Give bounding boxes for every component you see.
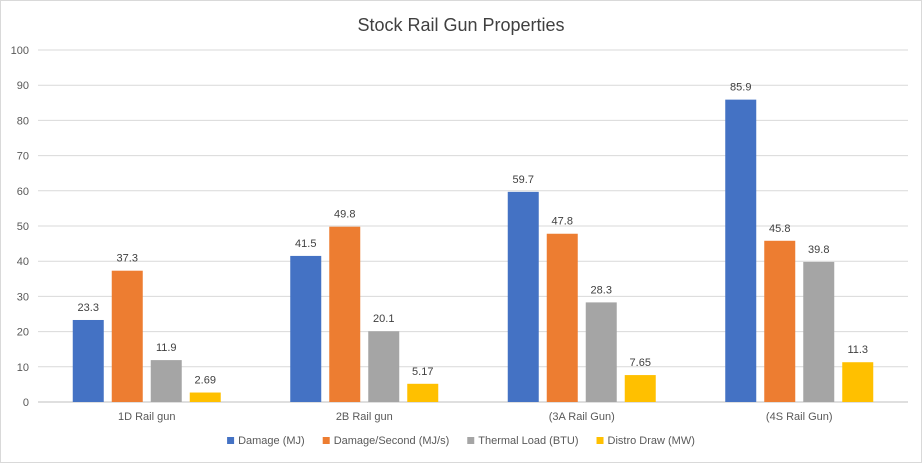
data-label: 49.8 xyxy=(334,209,355,221)
bars xyxy=(72,99,874,403)
bar xyxy=(111,270,143,402)
legend-swatch xyxy=(227,437,235,444)
bar xyxy=(329,226,361,402)
data-label: 2.69 xyxy=(195,375,216,387)
data-label: 85.9 xyxy=(730,82,751,94)
data-label: 45.8 xyxy=(769,223,790,235)
legend-label: Distro Draw (MW) xyxy=(608,435,695,447)
bar xyxy=(546,233,578,402)
data-label: 7.65 xyxy=(630,357,651,369)
legend-label: Thermal Load (BTU) xyxy=(478,435,578,447)
bar xyxy=(407,383,439,402)
bar xyxy=(764,240,796,402)
x-tick-label: (4S Rail Gun) xyxy=(766,411,833,423)
y-tick-label: 50 xyxy=(17,221,29,233)
bar xyxy=(189,392,221,402)
gridlines xyxy=(38,49,908,403)
x-axis-ticks: 1D Rail gun 2B Rail gun (3A Rail Gun) (4S R… xyxy=(118,411,833,423)
bar xyxy=(290,255,322,402)
x-tick-label: 2B Rail gun xyxy=(336,411,393,423)
legend-label: Damage (MJ) xyxy=(238,435,305,447)
bar xyxy=(150,360,182,402)
data-label: 37.3 xyxy=(117,253,138,265)
chart-title: Stock Rail Gun Properties xyxy=(357,15,564,35)
bar xyxy=(368,331,400,402)
legend-swatch xyxy=(467,437,475,444)
bar xyxy=(624,375,656,402)
legend-label: Damage/Second (MJ/s) xyxy=(334,435,450,447)
x-tick-label: (3A Rail Gun) xyxy=(549,411,615,423)
bar xyxy=(585,302,617,402)
legend-swatch xyxy=(322,437,330,444)
data-label: 20.1 xyxy=(373,313,394,325)
y-tick-label: 60 xyxy=(17,186,29,198)
y-tick-label: 90 xyxy=(17,80,29,92)
bar xyxy=(507,191,539,402)
bar xyxy=(725,99,757,403)
bar xyxy=(72,319,104,402)
data-label: 5.17 xyxy=(412,366,433,378)
legend-swatch xyxy=(596,437,604,444)
data-label: 47.8 xyxy=(552,216,573,228)
y-tick-label: 30 xyxy=(17,291,29,303)
bar xyxy=(842,362,874,402)
data-labels: 23.3 37.3 11.9 2.69 41.5 49.8 20.1 5.17 59.7 47.8… xyxy=(78,82,869,387)
data-label: 11.9 xyxy=(156,342,177,354)
data-label: 23.3 xyxy=(78,302,99,314)
data-label: 11.3 xyxy=(847,344,868,356)
y-tick-label: 40 xyxy=(17,256,29,268)
y-axis-ticks: 0 10 20 30 40 50 60 70 80 90 100 xyxy=(11,45,29,409)
y-tick-label: 70 xyxy=(17,151,29,163)
y-tick-label: 80 xyxy=(17,115,29,127)
data-label: 39.8 xyxy=(808,244,829,256)
bar xyxy=(803,261,835,402)
y-tick-label: 100 xyxy=(11,45,29,57)
legend: Damage (MJ) Damage/Second (MJ/s) Thermal L… xyxy=(227,435,695,447)
y-tick-label: 0 xyxy=(23,397,29,409)
data-label: 59.7 xyxy=(513,174,534,186)
y-tick-label: 10 xyxy=(17,362,29,374)
data-label: 41.5 xyxy=(295,238,316,250)
x-tick-label: 1D Rail gun xyxy=(118,411,175,423)
y-tick-label: 20 xyxy=(17,327,29,339)
data-label: 28.3 xyxy=(591,284,612,296)
